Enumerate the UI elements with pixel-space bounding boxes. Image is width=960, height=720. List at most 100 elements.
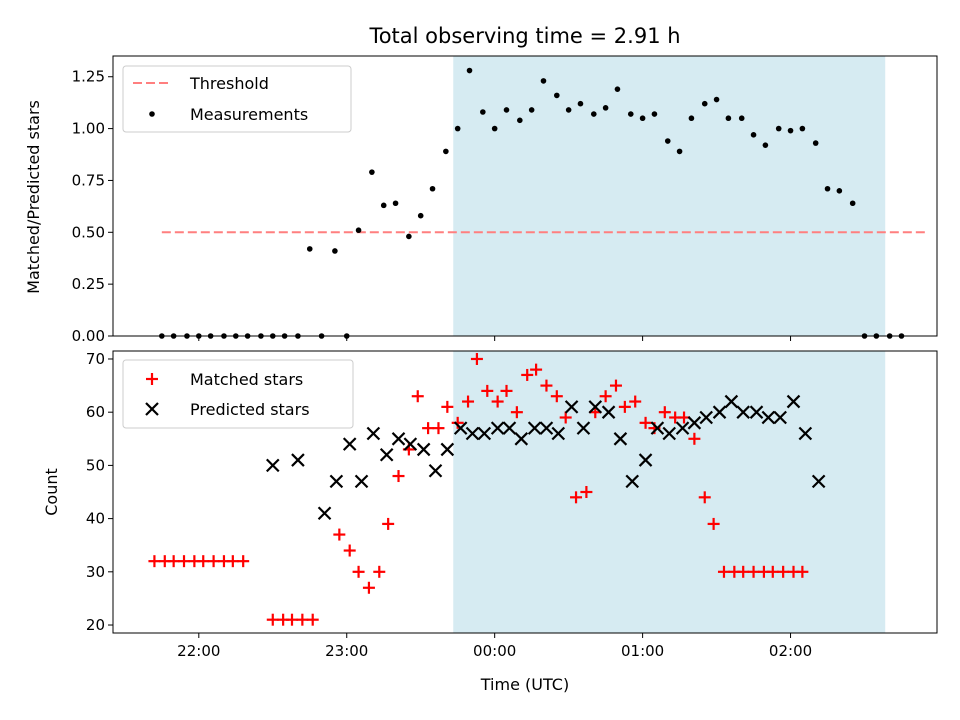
matched-star-point (226, 555, 239, 568)
bottom-y-axis-label: Count (42, 468, 61, 516)
predicted-star-point (342, 437, 357, 451)
matched-star-point (441, 400, 454, 413)
matched-star-point (658, 406, 671, 419)
matched-star-point (698, 491, 711, 504)
top-ytick-label: 1.00 (72, 120, 105, 138)
predicted-star-point (662, 426, 677, 441)
measurement-point (577, 100, 584, 107)
measurement-point (380, 202, 387, 209)
matched-star-point (178, 555, 191, 568)
predicted-star-point (416, 442, 431, 457)
predicted-star-point (453, 421, 468, 435)
measurement-point (614, 86, 621, 92)
bottom-legend-frame (122, 359, 354, 429)
matched-star-point (432, 422, 445, 435)
chart-title: Total observing time = 2.91 h (368, 24, 680, 48)
matched-star-point (766, 565, 779, 578)
matched-star-point (148, 555, 161, 568)
bottom-xtick-label: 23:00 (325, 642, 368, 660)
measurement-point (836, 188, 843, 194)
measurement-point (466, 67, 473, 74)
matched-star-point (207, 555, 220, 568)
measurement-point (602, 105, 609, 111)
top-axes-frame (112, 55, 938, 337)
matched-star-point (362, 581, 375, 594)
measurement-point (812, 140, 819, 146)
top-y-axis-label: Matched/Predicted stars (24, 100, 43, 294)
x-axis-label: Time (UTC) (480, 675, 569, 694)
matched-star-point (382, 517, 395, 530)
measurement-point (799, 125, 806, 132)
predicted-star-point (761, 410, 776, 425)
predicted-star-point (650, 421, 665, 435)
matched-star-point (639, 416, 652, 429)
matched-star-point (688, 432, 701, 445)
bottom-xtick-label: 01:00 (621, 642, 664, 660)
top-ytick-label: 0.00 (72, 327, 105, 345)
matched-star-point (167, 555, 180, 568)
predicted-star-point (564, 400, 579, 414)
measurement-point (406, 233, 412, 240)
matched-star-point (392, 470, 405, 483)
measurement-point (540, 78, 547, 84)
measurement-point (590, 111, 597, 117)
matched-star-point (747, 565, 760, 578)
predicted-star-point (366, 426, 381, 441)
predicted-star-point (687, 416, 702, 430)
matched-star-point (422, 422, 435, 435)
predicted-star-point (527, 421, 542, 435)
predicted-star-point (712, 405, 727, 419)
matched-star-point (333, 528, 346, 541)
matched-star-point (618, 400, 631, 413)
bottom-ytick-label: 70 (86, 350, 105, 368)
predicted-star-point (601, 405, 616, 419)
predicted-star-point (588, 400, 603, 414)
measurement-point (517, 117, 523, 124)
predicted-star-point (465, 426, 480, 441)
predicted-star-point (428, 463, 443, 478)
matched-star-point (237, 555, 250, 568)
predicted-star-point (317, 506, 332, 521)
predicted-star-point (613, 432, 628, 446)
bottom-axes-frame (112, 350, 938, 634)
matched-star-point (451, 416, 464, 429)
top-ytick-label: 0.50 (72, 223, 105, 241)
predicted-star-point (798, 426, 813, 441)
predicted-star-point (749, 405, 764, 419)
top-ytick-label: 1.25 (72, 68, 105, 86)
bottom-ytick-label: 50 (86, 456, 105, 474)
bottom-xtick-label: 02:00 (769, 642, 812, 660)
predicted-star-point (403, 437, 418, 451)
legend-predicted-swatch (145, 402, 159, 416)
measurement-point (849, 200, 856, 207)
measurement-point (417, 212, 424, 219)
measurement-point (565, 107, 572, 113)
measurement-point (639, 115, 646, 122)
legend-predicted-label: Predicted stars (190, 400, 310, 419)
bottom-axes: 20 30 40 50 60 70 22:00 23:00 00:00 01:00 02:00 (86, 350, 938, 660)
measurement-point (664, 138, 671, 144)
matched-star-point (343, 544, 356, 557)
matched-star-point (286, 613, 299, 626)
matched-star-point (540, 379, 553, 392)
predicted-star-point (638, 453, 653, 467)
measurement-point (651, 111, 658, 117)
predicted-star-point (551, 426, 566, 441)
matched-star-point (296, 613, 309, 626)
matched-star-point (570, 491, 583, 504)
measurement-point (355, 227, 362, 234)
predicted-star-point (391, 432, 406, 446)
measurement-point (480, 109, 486, 115)
measurement-point (306, 246, 313, 252)
top-legend-frame (122, 65, 352, 133)
matched-star-point (599, 390, 612, 403)
predicted-star-point (291, 453, 305, 467)
predicted-star-point (490, 421, 505, 435)
predicted-star-point (736, 405, 750, 419)
matched-star-point (491, 395, 504, 408)
matched-star-point (559, 411, 572, 424)
bottom-ytick-label: 40 (86, 510, 105, 528)
matched-star-point (777, 565, 790, 578)
matched-star-point (737, 565, 750, 578)
measurement-point (750, 132, 757, 138)
